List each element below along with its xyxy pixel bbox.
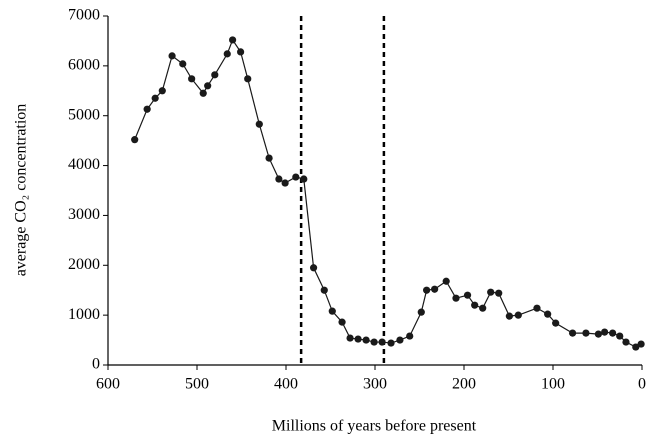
data-point (168, 52, 176, 60)
y-tick-label: 3000 (68, 206, 100, 223)
data-point (533, 304, 541, 312)
data-point (609, 329, 617, 337)
data-point (471, 301, 479, 309)
data-point (143, 105, 151, 113)
data-point (346, 334, 354, 342)
data-point (309, 264, 318, 272)
y-tick-label: 6000 (68, 57, 100, 74)
data-point (188, 75, 196, 83)
data-point (406, 332, 414, 340)
data-point (151, 94, 159, 102)
y-tick-label: 4000 (68, 156, 100, 173)
data-point (292, 173, 300, 181)
data-point (328, 307, 336, 315)
y-axis-label: average CO₂ concentration (13, 104, 30, 277)
data-point (544, 310, 552, 318)
data-point (204, 82, 212, 90)
data-point (179, 60, 187, 68)
data-point (265, 154, 273, 162)
x-tick-label: 300 (363, 376, 387, 393)
x-tick-label: 600 (96, 376, 120, 393)
data-point (568, 329, 577, 337)
data-point (223, 50, 231, 58)
data-point (211, 71, 219, 79)
y-tick-label: 0 (92, 356, 100, 373)
data-point (338, 318, 346, 326)
data-point (637, 340, 645, 348)
data-point (244, 75, 252, 83)
data-point (552, 319, 560, 327)
data-point (275, 175, 283, 183)
data-point (505, 312, 513, 320)
data-point (417, 308, 425, 316)
y-tick-label: 5000 (68, 106, 100, 123)
data-point (616, 332, 624, 340)
data-point (387, 339, 395, 347)
data-point (131, 136, 139, 144)
data-point (370, 338, 378, 346)
data-point (463, 291, 472, 299)
data-point (362, 336, 370, 344)
x-tick-label: 200 (452, 376, 476, 393)
data-point (601, 328, 609, 336)
data-point (594, 330, 602, 338)
data-point (423, 286, 431, 294)
data-point (452, 294, 460, 302)
data-point (487, 288, 495, 296)
y-tick-label: 2000 (68, 256, 100, 273)
data-point (237, 48, 245, 56)
data-point (495, 289, 503, 297)
data-point (320, 286, 328, 294)
x-tick-label: 0 (638, 376, 646, 393)
data-point (281, 179, 289, 187)
data-point (632, 343, 640, 351)
data-point (514, 311, 522, 319)
data-point (199, 89, 207, 97)
x-axis-label: Millions of years before present (272, 418, 477, 435)
data-point (378, 338, 386, 346)
x-tick-label: 500 (185, 376, 209, 393)
data-point (431, 285, 439, 293)
data-point (582, 329, 590, 337)
data-point (354, 335, 362, 343)
data-point (255, 120, 263, 128)
y-tick-label: 7000 (68, 7, 100, 24)
data-point (479, 304, 487, 312)
data-point (442, 277, 450, 285)
data-point (622, 338, 630, 346)
data-point (229, 36, 237, 44)
y-tick-label: 1000 (68, 306, 100, 323)
data-point (396, 336, 404, 344)
data-point (300, 175, 308, 183)
x-tick-label: 100 (541, 376, 565, 393)
x-tick-label: 400 (274, 376, 298, 393)
data-point (158, 87, 166, 95)
